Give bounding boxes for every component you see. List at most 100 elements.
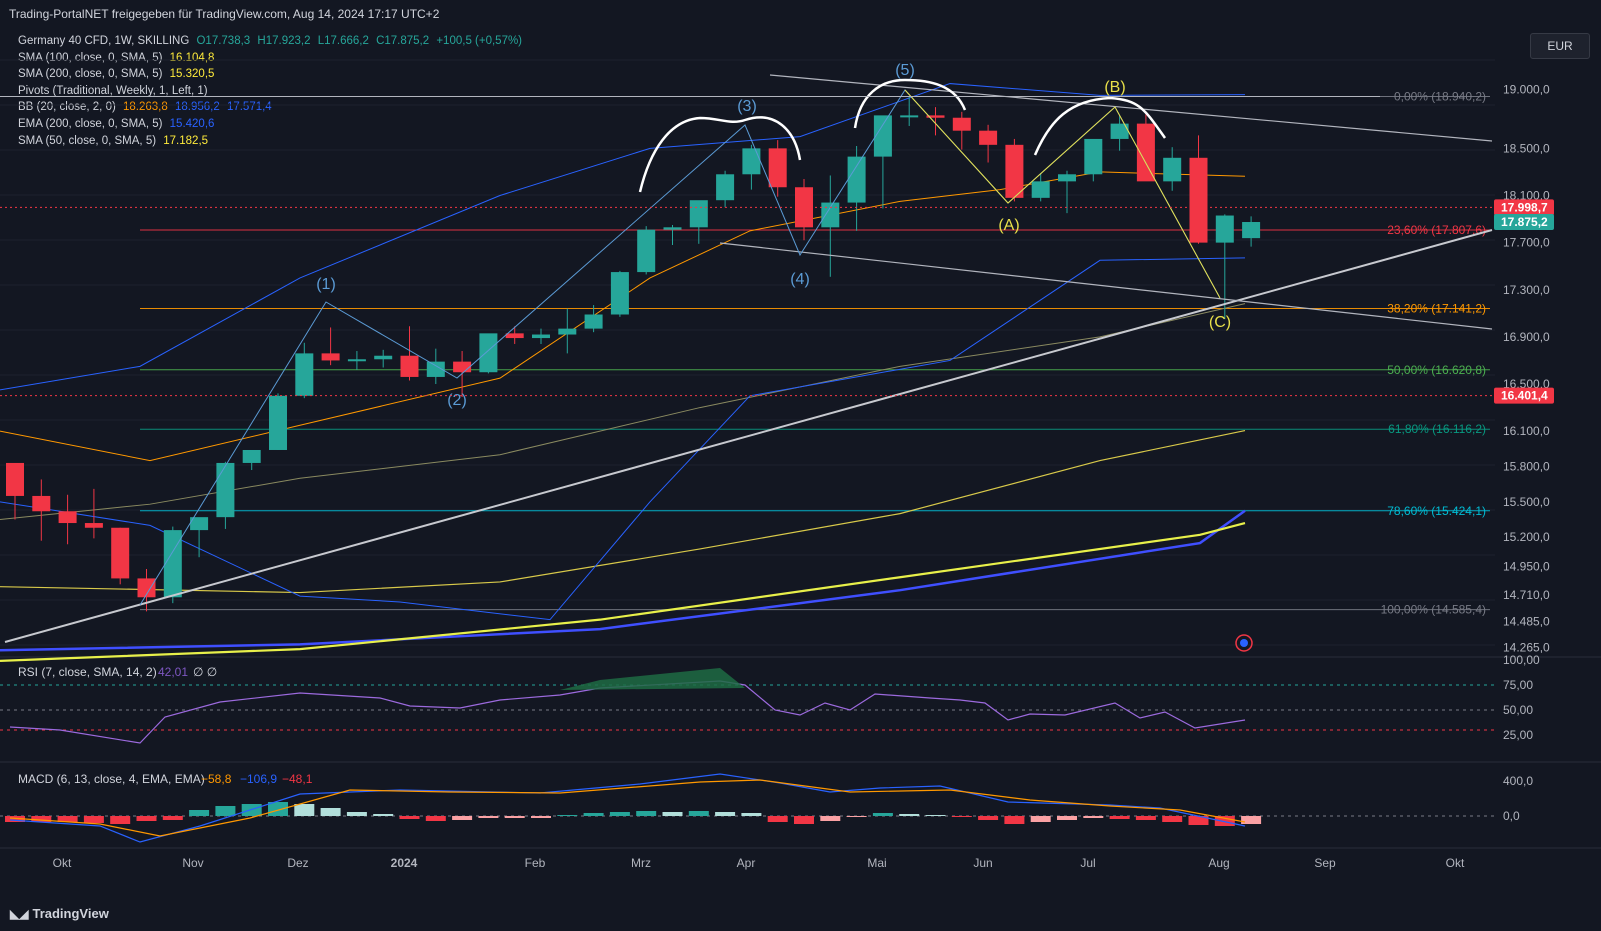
macd-histogram-bar: [189, 810, 210, 816]
macd-histogram-bar: [1135, 816, 1156, 820]
macd-histogram-bar: [899, 814, 920, 816]
price-tick: 16.500,0: [1503, 377, 1550, 391]
macd-histogram-bar: [688, 811, 709, 816]
tradingview-logo-icon: ◣◢: [10, 907, 29, 921]
candle-body: [347, 359, 366, 362]
macd-histogram-bar: [1109, 816, 1130, 819]
price-tick: 17.700,0: [1503, 236, 1550, 250]
low-value: L17.666,2: [317, 35, 369, 47]
symbol-label: Germany 40 CFD, 1W, SKILLING: [18, 35, 190, 47]
macd-histogram-bar: [504, 816, 525, 818]
macd-histogram-bar: [162, 816, 183, 820]
close-value: C17.875,2: [376, 35, 430, 47]
candle-body: [479, 333, 498, 373]
price-tick: 15.500,0: [1503, 495, 1550, 509]
macd-histogram-bar: [452, 816, 473, 820]
fib-level-label: 50,00% (16.620,8): [1387, 363, 1486, 377]
candle-body: [137, 578, 156, 598]
macd-histogram-bar: [83, 816, 104, 823]
legend-bb[interactable]: BB (20, close, 2, 0) 18.263,8 18.956,2 1…: [18, 99, 522, 116]
macd-histogram-bar: [820, 816, 841, 821]
macd-histogram-bar: [241, 804, 262, 816]
candle-body: [952, 117, 971, 131]
macd-histogram-bar: [1057, 816, 1077, 820]
currency-button[interactable]: EUR: [1530, 33, 1590, 59]
candle-body: [979, 130, 998, 145]
candle-body: [1189, 157, 1208, 243]
time-tick: Nov: [182, 856, 203, 870]
price-tick: 16.900,0: [1503, 330, 1550, 344]
sma50-line: [0, 303, 1246, 521]
price-badge-text: 17.998,7: [1501, 200, 1548, 214]
support-trendline: [4, 229, 1493, 643]
price-tick: 18.100,0: [1503, 188, 1550, 202]
sma200-line: [0, 521, 1246, 662]
macd-histogram-bar: [951, 816, 972, 817]
wave-label: (B): [1104, 79, 1125, 96]
event-marker-icon: [1235, 634, 1253, 652]
rsi-tick: 50,00: [1503, 703, 1533, 717]
time-tick: Dez: [287, 856, 308, 870]
sma100-label: SMA (100, close, 0, SMA, 5): [18, 51, 163, 64]
candle-body: [637, 229, 656, 273]
candle-body: [873, 115, 892, 157]
legend-sma100[interactable]: SMA (100, close, 0, SMA, 5) 16.104,8: [18, 50, 522, 67]
fib-level-label: 78,60% (15.424,1): [1387, 504, 1486, 518]
macd-histogram-bar: [346, 812, 367, 816]
legend-ema200[interactable]: EMA (200, close, 0, SMA, 5) 15.420,6: [18, 116, 522, 133]
candle-body: [926, 115, 945, 118]
candle-body: [1136, 123, 1155, 182]
candle-body: [742, 148, 761, 175]
fib-level-label: 61,80% (16.116,2): [1388, 422, 1486, 436]
candle-body: [426, 361, 445, 377]
high-value: H17.923,2: [257, 35, 311, 47]
price-badge: [1494, 387, 1554, 404]
legend-pivots[interactable]: Pivots (Traditional, Weekly, 1, Left, 1): [18, 83, 522, 100]
macd-histogram-bar: [1241, 816, 1262, 824]
macd-value: −58,8: [201, 772, 232, 786]
ema200-label: EMA (200, close, 0, SMA, 5): [18, 117, 163, 130]
candle-body: [1005, 144, 1024, 198]
fib-level-label: 38,20% (17.141,2): [1387, 301, 1486, 315]
wave-label: (C): [1209, 314, 1231, 331]
macd-histogram-bar: [57, 816, 78, 822]
price-tick: 15.800,0: [1503, 459, 1550, 473]
bb-lower-value: 17.571,4: [226, 101, 272, 114]
candle-body: [584, 314, 603, 329]
head-shoulders-arc: [1033, 96, 1167, 156]
rsi-tick: 75,00: [1503, 678, 1533, 692]
candle-body: [32, 495, 51, 512]
price-badge: [1494, 213, 1554, 230]
candle-body: [716, 174, 735, 201]
candle-body: [663, 227, 682, 230]
candle-body: [1058, 174, 1076, 182]
footer-brand[interactable]: ◣◢ TradingView: [10, 906, 109, 921]
candle-body: [269, 395, 287, 450]
sma200-value: 15.320,5: [169, 68, 215, 81]
legend-symbol[interactable]: Germany 40 CFD, 1W, SKILLING O17.738,3 H…: [18, 33, 522, 50]
time-tick: Jul: [1080, 856, 1095, 870]
price-tick: 17.300,0: [1503, 283, 1550, 297]
legend-sma50[interactable]: SMA (50, close, 0, SMA, 5) 17.182,5: [18, 133, 522, 150]
macd-histogram-bar: [320, 808, 341, 816]
rsi-extra: ∅ ∅: [193, 665, 217, 679]
rsi-label: RSI (7, close, SMA, 14, 2): [18, 665, 157, 679]
candle-body: [6, 462, 24, 496]
candle-body: [768, 148, 787, 188]
macd-histogram-bar: [557, 815, 578, 816]
macd-tick: 0,0: [1503, 809, 1520, 823]
legend-sma200[interactable]: SMA (200, close, 0, SMA, 5) 15.320,5: [18, 66, 522, 83]
time-tick: Sep: [1314, 856, 1336, 870]
price-tick: 15.200,0: [1503, 530, 1550, 544]
macd-histogram-bar: [1162, 816, 1183, 822]
macd-histogram-bar: [31, 816, 52, 822]
time-tick: Okt: [1446, 856, 1465, 870]
macd-histogram-bar: [1030, 816, 1051, 822]
wave-label: (1): [316, 276, 336, 293]
lower-channel-line: [719, 242, 1493, 330]
candle-body: [84, 523, 103, 528]
macd-label: MACD (6, 13, close, 4, EMA, EMA): [18, 772, 205, 786]
candle-body: [505, 333, 524, 339]
macd-histogram-bar: [5, 816, 25, 822]
